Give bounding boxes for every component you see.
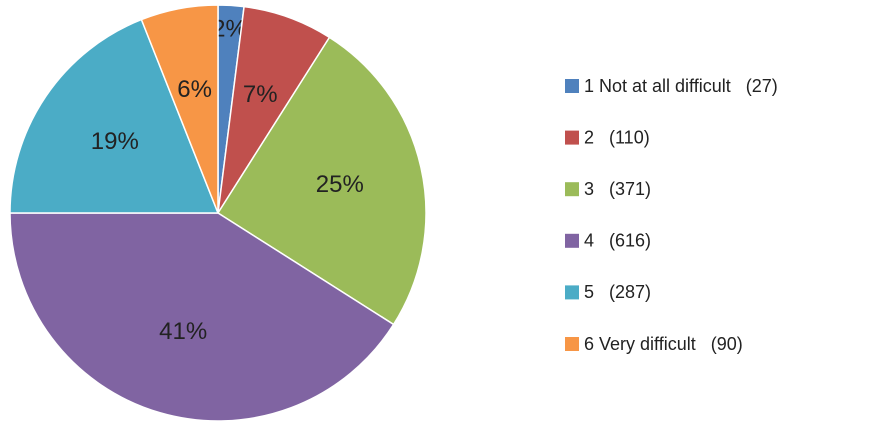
legend-label: 5 (287) bbox=[584, 282, 651, 302]
legend-swatch bbox=[565, 79, 579, 93]
legend-label: 6 Very difficult (90) bbox=[584, 334, 743, 354]
legend-swatch bbox=[565, 182, 579, 197]
legend-label: 2 (110) bbox=[584, 127, 650, 147]
data-label: 7% bbox=[243, 81, 278, 108]
legend-label: 3 (371) bbox=[584, 179, 651, 199]
pie-slice bbox=[9, 212, 395, 421]
data-label: 19% bbox=[91, 128, 139, 155]
data-label: 41% bbox=[159, 318, 207, 345]
pie-slice bbox=[216, 36, 427, 326]
data-label: 25% bbox=[316, 171, 364, 198]
legend-swatch bbox=[565, 233, 579, 248]
legend-label: 1 Not at all difficult (27) bbox=[584, 76, 778, 96]
legend-swatch bbox=[565, 130, 579, 145]
data-label: 6% bbox=[177, 76, 212, 103]
pie-slice bbox=[140, 4, 219, 214]
pie-slice bbox=[9, 18, 220, 214]
legend-swatch bbox=[565, 337, 579, 351]
legend-label: 4 (616) bbox=[584, 231, 651, 251]
legend-swatch bbox=[565, 285, 579, 300]
